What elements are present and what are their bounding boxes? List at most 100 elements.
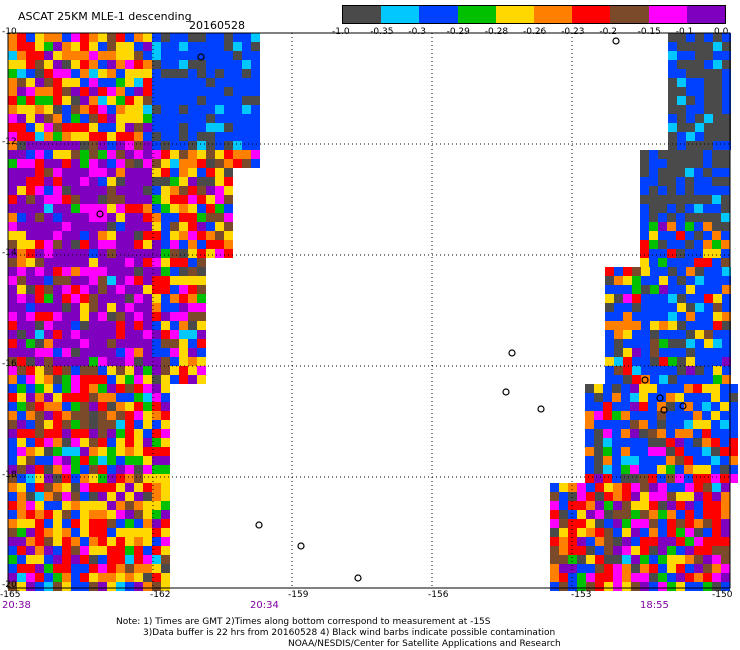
data-cell	[143, 159, 152, 168]
data-cell	[17, 456, 26, 465]
data-cell	[89, 321, 98, 330]
data-cell	[693, 393, 702, 402]
data-cell	[17, 537, 26, 546]
data-cell	[612, 402, 621, 411]
data-cell	[676, 582, 685, 591]
data-cell	[152, 492, 161, 501]
data-cell	[62, 312, 71, 321]
data-cell	[26, 393, 35, 402]
data-cell	[577, 501, 586, 510]
data-cell	[80, 186, 89, 195]
data-cell	[161, 51, 170, 60]
data-cell	[722, 42, 731, 51]
data-cell	[62, 546, 71, 555]
data-cell	[242, 33, 251, 42]
data-cell	[603, 411, 612, 420]
data-cell	[44, 213, 53, 222]
data-cell	[17, 429, 26, 438]
data-cell	[703, 258, 712, 267]
data-cell	[685, 555, 694, 564]
data-cell	[630, 429, 639, 438]
data-cell	[694, 537, 703, 546]
data-cell	[713, 357, 722, 366]
data-cell	[632, 330, 641, 339]
data-cell	[89, 78, 98, 87]
data-cell	[134, 294, 143, 303]
data-cell	[693, 420, 702, 429]
data-cell	[53, 303, 62, 312]
data-cell	[17, 348, 26, 357]
data-cell	[152, 402, 161, 411]
data-cell	[125, 546, 134, 555]
data-cell	[170, 87, 179, 96]
data-cell	[161, 510, 170, 519]
data-cell	[188, 42, 197, 51]
data-cell	[80, 285, 89, 294]
data-cell	[650, 330, 659, 339]
data-cell	[722, 132, 731, 141]
data-cell	[667, 177, 676, 186]
data-cell	[703, 510, 712, 519]
data-cell	[658, 555, 667, 564]
data-cell	[26, 312, 35, 321]
data-cell	[722, 114, 731, 123]
data-cell	[586, 510, 595, 519]
data-cell	[17, 366, 26, 375]
data-cell	[704, 303, 713, 312]
data-cell	[623, 267, 632, 276]
data-cell	[161, 420, 170, 429]
data-cell	[107, 285, 116, 294]
y-tick-label: -10	[2, 27, 17, 37]
data-cell	[80, 537, 89, 546]
data-cell	[161, 582, 170, 591]
data-cell	[702, 411, 711, 420]
data-cell	[639, 429, 648, 438]
data-cell	[604, 510, 613, 519]
data-cell	[80, 348, 89, 357]
data-cell	[98, 573, 107, 582]
data-cell	[35, 105, 44, 114]
data-cell	[71, 204, 80, 213]
data-cell	[215, 186, 224, 195]
data-cell	[659, 303, 668, 312]
data-cell	[152, 573, 161, 582]
data-cell	[586, 519, 595, 528]
data-cell	[125, 519, 134, 528]
data-cell	[116, 105, 125, 114]
data-cell	[631, 573, 640, 582]
data-cell	[179, 69, 188, 78]
data-cell	[242, 159, 251, 168]
data-cell	[125, 456, 134, 465]
colorbar-label: 0.0	[714, 27, 729, 37]
data-cell	[17, 492, 26, 501]
data-cell	[71, 546, 80, 555]
data-cell	[695, 105, 704, 114]
data-cell	[242, 51, 251, 60]
data-cell	[89, 348, 98, 357]
data-cell	[224, 60, 233, 69]
data-cell	[694, 240, 703, 249]
data-cell	[143, 483, 152, 492]
data-cell	[17, 528, 26, 537]
data-cell	[26, 519, 35, 528]
data-cell	[188, 123, 197, 132]
data-cell	[116, 114, 125, 123]
data-cell	[125, 447, 134, 456]
data-cell	[631, 528, 640, 537]
data-cell	[62, 573, 71, 582]
data-cell	[17, 375, 26, 384]
data-cell	[577, 564, 586, 573]
data-cell	[251, 150, 260, 159]
data-cell	[143, 411, 152, 420]
data-cell	[53, 96, 62, 105]
data-cell	[676, 537, 685, 546]
data-cell	[26, 510, 35, 519]
data-cell	[71, 267, 80, 276]
data-cell	[107, 438, 116, 447]
data-cell	[658, 501, 667, 510]
data-cell	[721, 501, 730, 510]
data-cell	[17, 411, 26, 420]
data-cell	[35, 267, 44, 276]
data-cell	[8, 105, 17, 114]
data-cell	[71, 114, 80, 123]
